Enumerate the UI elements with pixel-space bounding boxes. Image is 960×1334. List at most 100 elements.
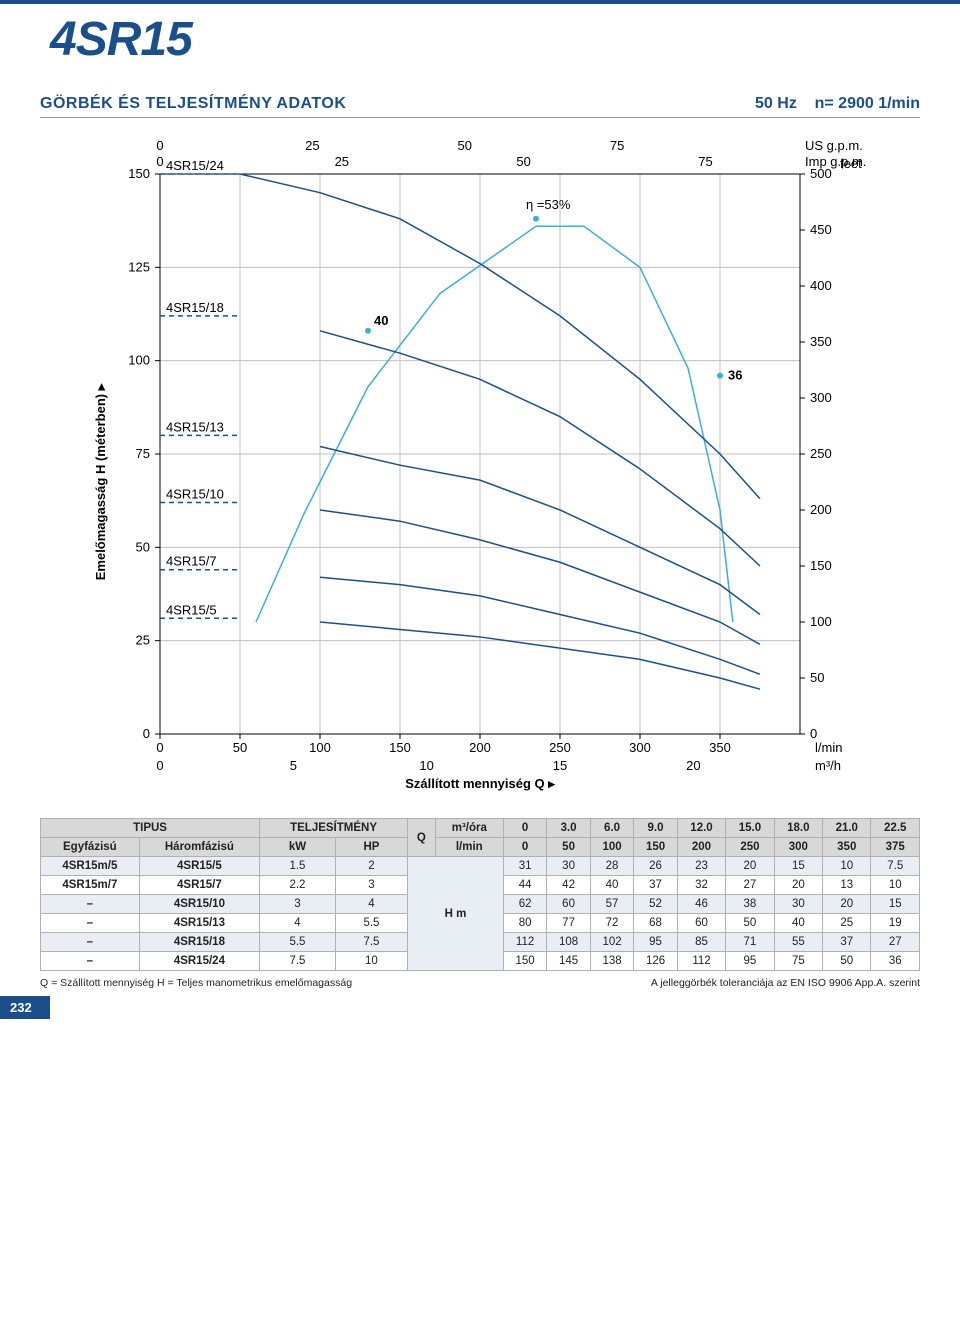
svg-text:300: 300	[810, 390, 832, 405]
cell-h-5-0: 150	[503, 952, 546, 971]
hdr-single: Egyfázisú	[41, 838, 140, 857]
page-number: 232	[0, 996, 50, 1019]
svg-text:125: 125	[128, 259, 150, 274]
hdr-hp: HP	[335, 838, 407, 857]
cell-single-0: 4SR15m/5	[41, 857, 140, 876]
hdr-power: TELJESÍTMÉNY	[260, 819, 408, 838]
hdr-three: Háromfázisú	[139, 838, 259, 857]
svg-text:100: 100	[810, 614, 832, 629]
section-heading-row: GÖRBÉK ÉS TELJESÍTMÉNY ADATOK 50 Hz n= 2…	[40, 91, 920, 118]
cell-hp-0: 2	[335, 857, 407, 876]
svg-text:40: 40	[374, 313, 388, 328]
svg-text:450: 450	[810, 222, 832, 237]
section-params: 50 Hz n= 2900 1/min	[755, 95, 920, 113]
svg-text:50: 50	[233, 740, 247, 755]
cell-h-3-5: 50	[726, 914, 774, 933]
svg-text:36: 36	[728, 368, 742, 383]
cell-h-2-6: 30	[774, 895, 822, 914]
footnote-right: A jelleggörbék toleranciája az EN ISO 99…	[651, 977, 920, 989]
svg-text:0: 0	[156, 758, 163, 773]
svg-text:350: 350	[709, 740, 731, 755]
cell-h-2-5: 38	[726, 895, 774, 914]
svg-text:0: 0	[810, 726, 817, 741]
cell-h-2-0: 62	[503, 895, 546, 914]
cell-hp-4: 7.5	[335, 933, 407, 952]
svg-text:25: 25	[335, 154, 349, 169]
q-lmin-8: 375	[871, 838, 920, 857]
svg-text:100: 100	[128, 353, 150, 368]
cell-h-0-1: 30	[547, 857, 590, 876]
svg-text:25: 25	[136, 633, 150, 648]
svg-text:50: 50	[458, 138, 472, 153]
cell-hp-2: 4	[335, 895, 407, 914]
cell-h-2-7: 20	[823, 895, 871, 914]
q-m3h-5: 15.0	[726, 819, 774, 838]
cell-h-4-0: 112	[503, 933, 546, 952]
cell-three-1: 4SR15/7	[139, 876, 259, 895]
cell-hp-3: 5.5	[335, 914, 407, 933]
cell-kw-5: 7.5	[260, 952, 336, 971]
cell-h-1-7: 13	[823, 876, 871, 895]
cell-h-5-6: 75	[774, 952, 822, 971]
cell-h-2-3: 52	[634, 895, 677, 914]
hdr-q-unit2: l/min	[435, 838, 503, 857]
svg-text:20: 20	[686, 758, 700, 773]
hdr-q: Q	[408, 819, 436, 857]
cell-single-3: –	[41, 914, 140, 933]
svg-text:4SR15/5: 4SR15/5	[166, 602, 217, 617]
svg-text:50: 50	[810, 670, 824, 685]
svg-text:m³/h: m³/h	[815, 758, 841, 773]
cell-h-5-1: 145	[547, 952, 590, 971]
cell-h-4-1: 108	[547, 933, 590, 952]
svg-text:75: 75	[136, 446, 150, 461]
svg-text:75: 75	[698, 154, 712, 169]
q-lmin-0: 0	[503, 838, 546, 857]
cell-single-2: –	[41, 895, 140, 914]
hdr-type: TIPUS	[41, 819, 260, 838]
svg-text:75: 75	[610, 138, 624, 153]
cell-h-3-4: 60	[677, 914, 725, 933]
svg-text:4SR15/13: 4SR15/13	[166, 419, 224, 434]
svg-text:0: 0	[156, 154, 163, 169]
cell-h-3-1: 77	[547, 914, 590, 933]
q-lmin-7: 350	[823, 838, 871, 857]
svg-text:150: 150	[128, 166, 150, 181]
svg-text:250: 250	[549, 740, 571, 755]
cell-h-0-8: 7.5	[871, 857, 920, 876]
cell-h-1-2: 40	[590, 876, 633, 895]
svg-text:350: 350	[810, 334, 832, 349]
cell-h-0-6: 15	[774, 857, 822, 876]
cell-h-5-7: 50	[823, 952, 871, 971]
cell-kw-0: 1.5	[260, 857, 336, 876]
cell-hp-1: 3	[335, 876, 407, 895]
cell-h-5-2: 138	[590, 952, 633, 971]
cell-three-2: 4SR15/10	[139, 895, 259, 914]
q-m3h-0: 0	[503, 819, 546, 838]
svg-text:Emelőmagasság H (méterben): Emelőmagasság H (méterben) ▸	[93, 382, 108, 580]
cell-h-2-1: 60	[547, 895, 590, 914]
hdr-kw: kW	[260, 838, 336, 857]
svg-text:Imp g.p.m.: Imp g.p.m.	[805, 154, 866, 169]
svg-text:50: 50	[136, 539, 150, 554]
svg-text:4SR15/7: 4SR15/7	[166, 554, 217, 569]
cell-single-4: –	[41, 933, 140, 952]
cell-h-4-8: 27	[871, 933, 920, 952]
cell-h-2-2: 57	[590, 895, 633, 914]
svg-text:200: 200	[469, 740, 491, 755]
q-lmin-6: 300	[774, 838, 822, 857]
svg-text:15: 15	[553, 758, 567, 773]
cell-h-4-7: 37	[823, 933, 871, 952]
cell-three-3: 4SR15/13	[139, 914, 259, 933]
cell-h-4-5: 71	[726, 933, 774, 952]
cell-h-4-6: 55	[774, 933, 822, 952]
cell-three-5: 4SR15/24	[139, 952, 259, 971]
cell-h-4-3: 95	[634, 933, 677, 952]
svg-text:400: 400	[810, 278, 832, 293]
cell-h-0-3: 26	[634, 857, 677, 876]
svg-text:150: 150	[389, 740, 411, 755]
cell-h-2-8: 15	[871, 895, 920, 914]
cell-three-4: 4SR15/18	[139, 933, 259, 952]
cell-h-5-4: 112	[677, 952, 725, 971]
svg-text:150: 150	[810, 558, 832, 573]
svg-text:300: 300	[629, 740, 651, 755]
